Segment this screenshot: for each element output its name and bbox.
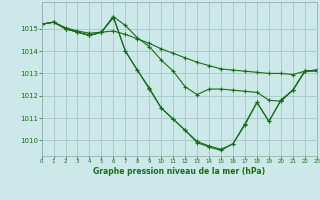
X-axis label: Graphe pression niveau de la mer (hPa): Graphe pression niveau de la mer (hPa) xyxy=(93,167,265,176)
